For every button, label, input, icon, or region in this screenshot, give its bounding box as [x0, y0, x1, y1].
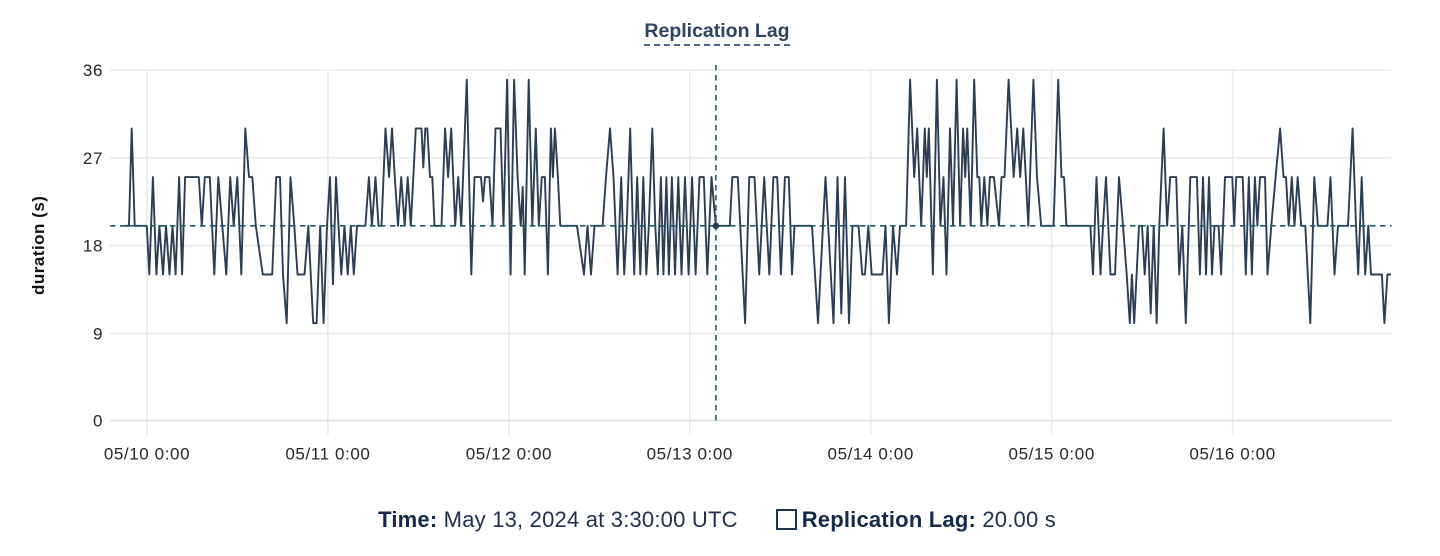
svg-text:27: 27 — [83, 149, 103, 168]
svg-text:9: 9 — [93, 325, 103, 344]
svg-text:0: 0 — [93, 412, 103, 431]
svg-text:05/14 0:00: 05/14 0:00 — [828, 445, 914, 464]
svg-text:18: 18 — [83, 237, 103, 256]
svg-text:05/13 0:00: 05/13 0:00 — [647, 445, 733, 464]
svg-text:05/16 0:00: 05/16 0:00 — [1189, 445, 1275, 464]
svg-text:05/10 0:00: 05/10 0:00 — [104, 445, 190, 464]
svg-text:05/11 0:00: 05/11 0:00 — [285, 445, 370, 464]
svg-text:36: 36 — [83, 61, 103, 80]
svg-text:duration (s): duration (s) — [29, 196, 48, 295]
svg-text:05/15 0:00: 05/15 0:00 — [1009, 445, 1095, 464]
svg-text:05/12 0:00: 05/12 0:00 — [466, 445, 552, 464]
